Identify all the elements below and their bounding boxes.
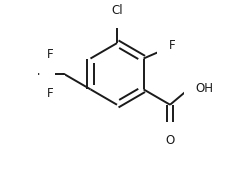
Text: Cl: Cl (111, 4, 123, 17)
Text: O: O (165, 134, 175, 147)
Text: OH: OH (196, 82, 214, 95)
Text: F: F (47, 87, 54, 100)
Text: F: F (47, 48, 54, 61)
Text: F: F (169, 39, 176, 52)
Text: F: F (37, 67, 44, 80)
